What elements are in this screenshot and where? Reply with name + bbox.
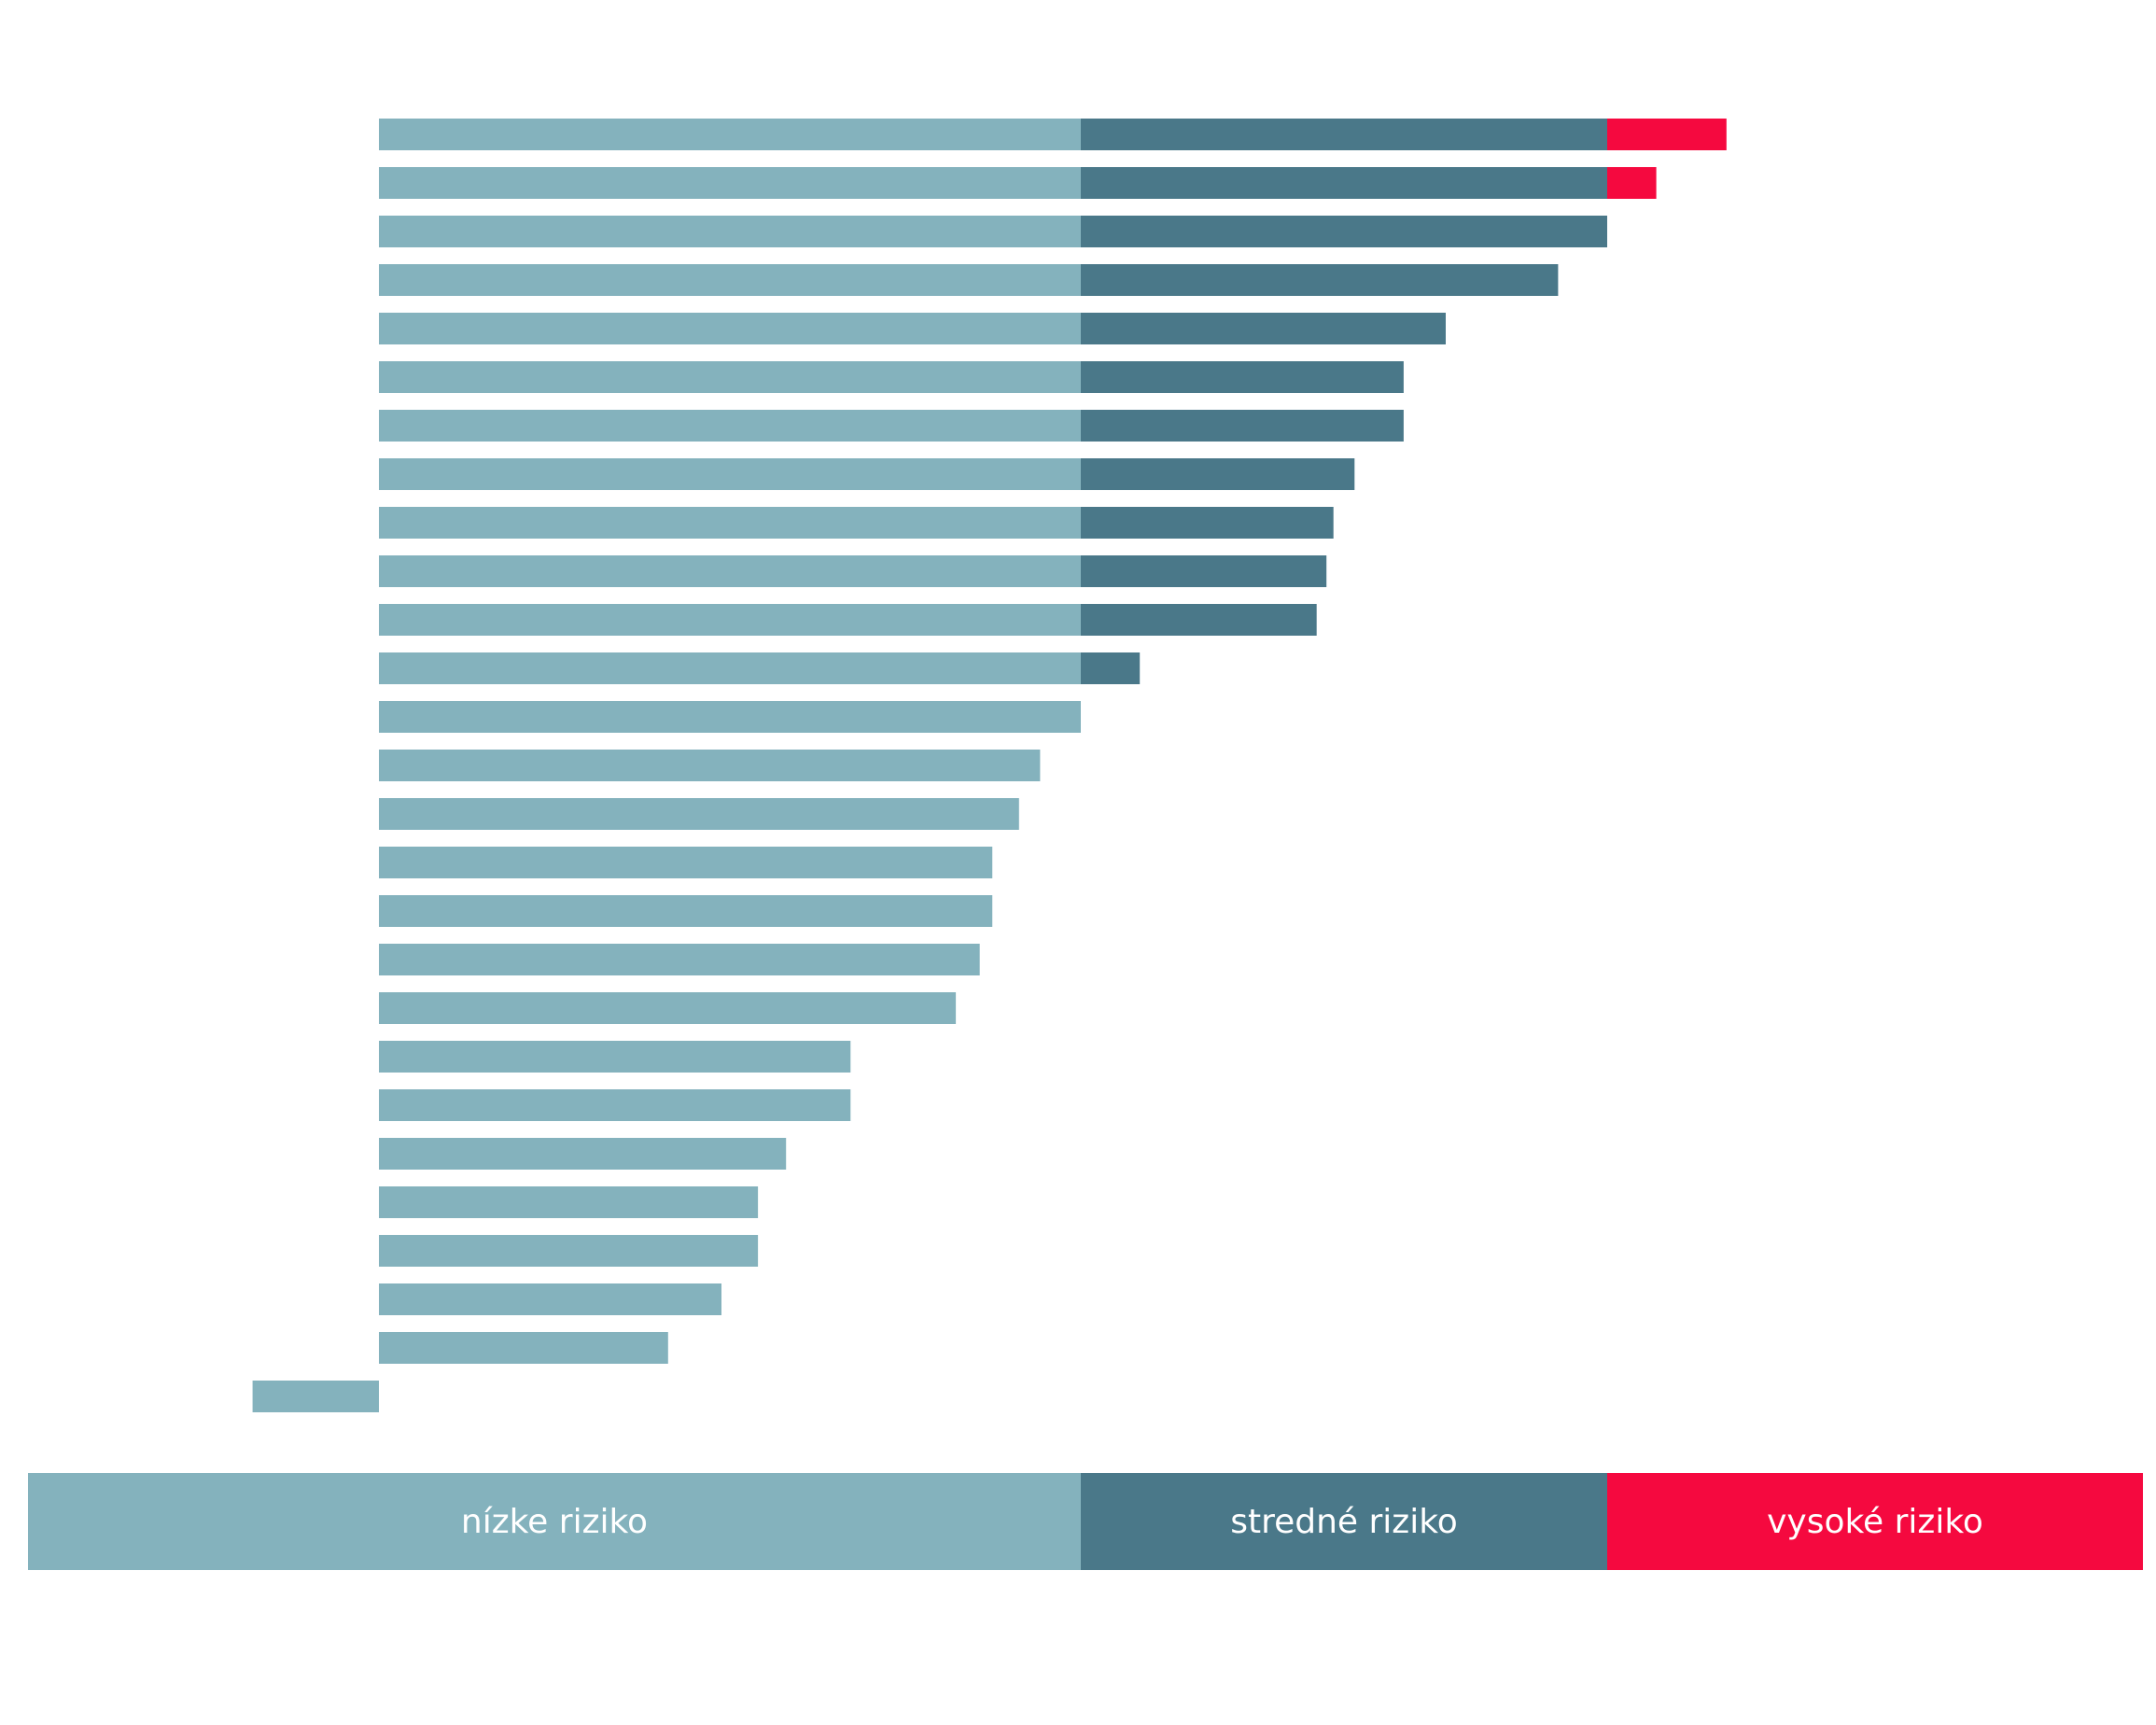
- bar-25-low: [379, 1283, 721, 1315]
- bar-9-low: [379, 507, 1081, 539]
- bar-2-medium: [1081, 167, 1607, 199]
- bar-11-medium: [1081, 604, 1317, 636]
- bar-1-high: [1607, 119, 1727, 150]
- bar-16-low: [379, 847, 993, 878]
- legend-label-medium: stredné riziko: [1230, 1503, 1458, 1541]
- bar-20-low: [379, 1041, 851, 1073]
- bar-5-medium: [1081, 313, 1446, 344]
- bar-8-medium: [1081, 458, 1355, 490]
- bar-6-medium: [1081, 361, 1404, 393]
- bar-3-low: [379, 216, 1081, 247]
- bar-18-low: [379, 944, 980, 975]
- bar-12-low: [379, 652, 1081, 684]
- bar-5-low: [379, 313, 1081, 344]
- bar-4-low: [379, 264, 1081, 296]
- bar-19-low: [379, 992, 957, 1024]
- bar-10-medium: [1081, 555, 1327, 587]
- bar-26-low: [379, 1332, 668, 1364]
- bar-22-low: [379, 1138, 787, 1170]
- bar-21-low: [379, 1089, 851, 1121]
- bar-10-low: [379, 555, 1081, 587]
- legend-swatch-medium: [1081, 1473, 1607, 1570]
- bar-23-low: [379, 1186, 759, 1218]
- bar-7-medium: [1081, 410, 1404, 442]
- bar-24-low: [379, 1235, 759, 1267]
- bar-1-medium: [1081, 119, 1607, 150]
- bar-8-low: [379, 458, 1081, 490]
- legend-swatch-low: [28, 1473, 1081, 1570]
- bar-12-medium: [1081, 652, 1141, 684]
- bar-11-low: [379, 604, 1081, 636]
- bar-6-low: [379, 361, 1081, 393]
- bar-15-low: [379, 798, 1019, 830]
- legend-swatch-high: [1607, 1473, 2143, 1570]
- bar-3-medium: [1081, 216, 1607, 247]
- legend: nízke riziko stredné riziko vysoké rizik…: [28, 1473, 2143, 1570]
- bar-27-low: [252, 1381, 379, 1412]
- bar-1-low: [379, 119, 1081, 150]
- bar-13-low: [379, 701, 1081, 733]
- bar-14-low: [379, 750, 1041, 781]
- bar-2-high: [1607, 167, 1657, 199]
- bar-4-medium: [1081, 264, 1559, 296]
- bar-9-medium: [1081, 507, 1334, 539]
- legend-label-high: vysoké riziko: [1767, 1503, 1983, 1541]
- bar-7-low: [379, 410, 1081, 442]
- bars-group: [252, 119, 1727, 1412]
- bar-2-low: [379, 167, 1081, 199]
- bar-17-low: [379, 895, 993, 927]
- legend-label-low: nízke riziko: [461, 1503, 648, 1541]
